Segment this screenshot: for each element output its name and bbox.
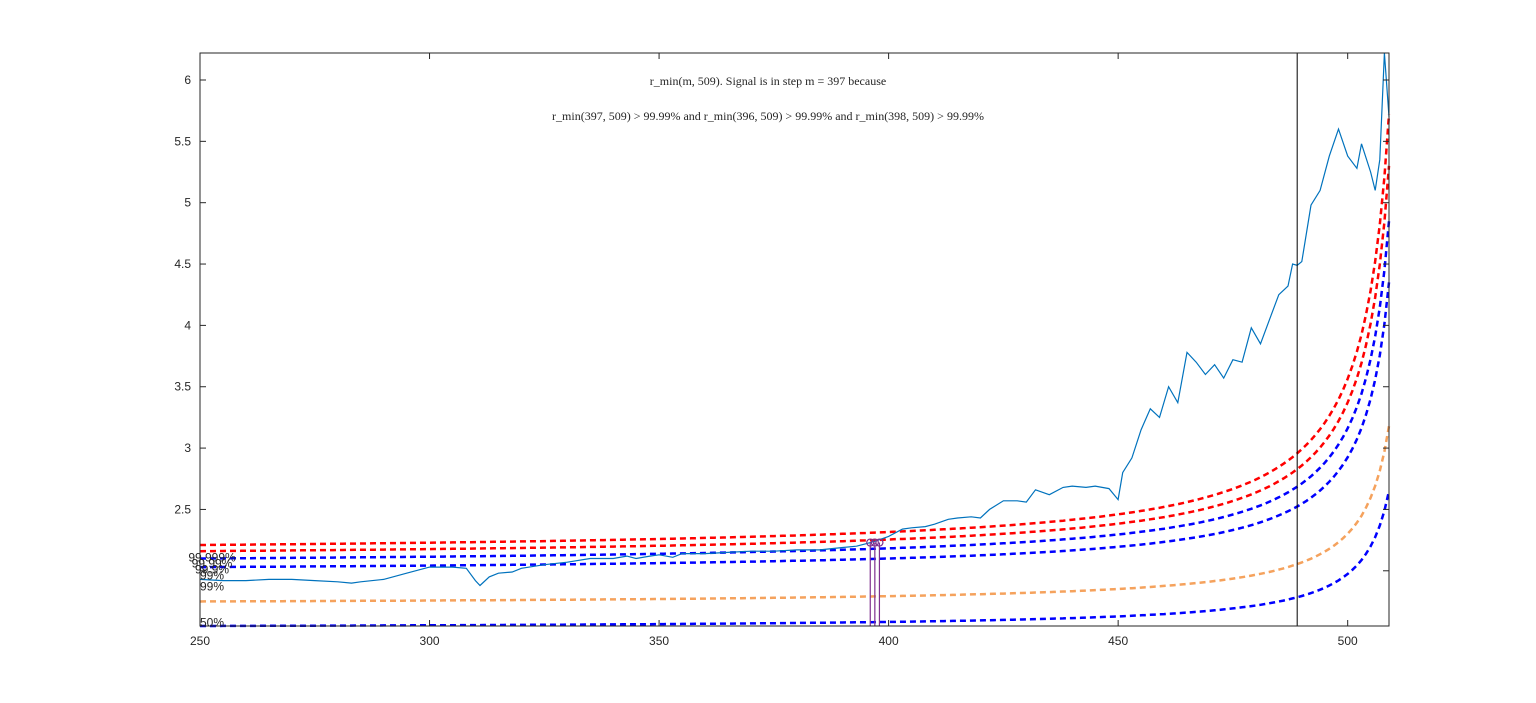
x-axis-ticks: 250 300 350 400 450 500 bbox=[190, 53, 1358, 648]
signal-line bbox=[199, 52, 1390, 587]
threshold-curve-5 bbox=[199, 425, 1391, 603]
x-tick-label: 400 bbox=[879, 634, 899, 648]
level-label-1: 99.999% bbox=[188, 550, 236, 564]
threshold-curve-3 bbox=[200, 220, 1391, 560]
level-label-3: 99.9% bbox=[195, 563, 229, 577]
step-marker-circle-397 bbox=[870, 538, 879, 547]
x-tick-label: 500 bbox=[1338, 634, 1358, 648]
level-label-5: 99% bbox=[200, 580, 224, 594]
y-tick-label: 3.5 bbox=[174, 380, 191, 394]
y-tick-label: 2.5 bbox=[174, 502, 191, 516]
x-tick-label: 300 bbox=[420, 634, 440, 648]
chart-title: r_min(m, 509). Signal is in step m = 397… bbox=[552, 74, 984, 123]
y-tick-label: 3 bbox=[184, 441, 191, 455]
level-label-6: 50% bbox=[200, 615, 224, 629]
step-marker-circle-396 bbox=[866, 538, 875, 547]
threshold-curve-1 bbox=[200, 114, 1391, 547]
y-tick-label: 5 bbox=[184, 196, 191, 210]
x-tick-label: 450 bbox=[1108, 634, 1128, 648]
threshold-curves bbox=[199, 114, 1391, 628]
axes-box bbox=[199, 52, 1390, 627]
y-tick-label: 4.5 bbox=[174, 257, 191, 271]
step-marker-circle-398 bbox=[875, 538, 884, 547]
y-tick-label: 5.5 bbox=[174, 134, 191, 148]
x-tick-label: 350 bbox=[649, 634, 669, 648]
title-line-1: r_min(m, 509). Signal is in step m = 397… bbox=[650, 74, 886, 88]
threshold-curve-6 bbox=[200, 490, 1391, 628]
plot-area bbox=[200, 53, 1389, 626]
title-line-2: r_min(397, 509) > 99.99% and r_min(396, … bbox=[552, 109, 984, 123]
step-markers bbox=[866, 538, 884, 626]
threshold-curve-2 bbox=[199, 165, 1391, 553]
level-label-2: 99.99% bbox=[192, 556, 233, 570]
y-tick-label: 6 bbox=[184, 73, 191, 87]
threshold-level-labels: 99.999%99.99%99.9%99%99%50% bbox=[188, 550, 236, 629]
threshold-curve-4 bbox=[200, 282, 1391, 569]
y-tick-label: 4 bbox=[184, 318, 191, 332]
x-tick-label: 250 bbox=[190, 634, 210, 648]
level-label-4: 99% bbox=[200, 569, 224, 583]
y-axis-ticks: 2.5 3 3.5 4 4.5 5 5.5 6 bbox=[174, 73, 1389, 572]
signal-series bbox=[199, 52, 1390, 587]
